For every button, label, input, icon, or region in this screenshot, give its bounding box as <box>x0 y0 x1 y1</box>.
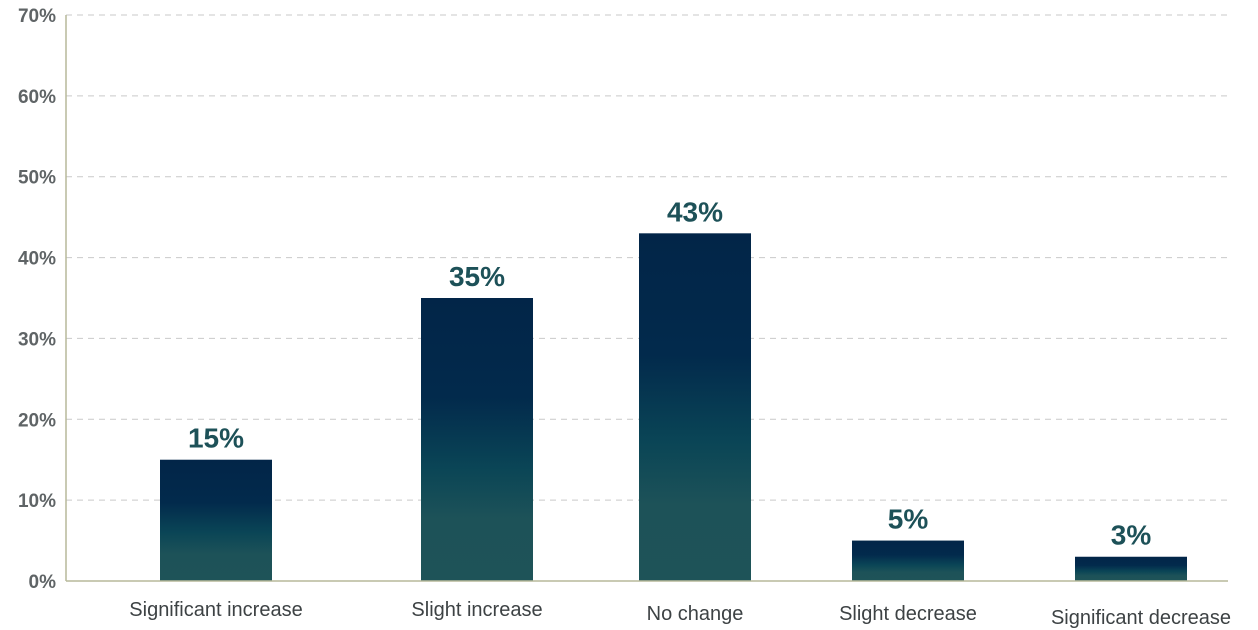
y-tick-label: 60% <box>18 87 56 108</box>
bar-data-label: 5% <box>888 504 929 535</box>
x-tick-label: Slight decrease <box>839 603 977 625</box>
gridlines <box>66 14 1228 501</box>
y-tick-label: 20% <box>18 410 56 431</box>
y-tick-label: 40% <box>18 249 56 270</box>
bar <box>852 540 964 581</box>
bar <box>421 298 533 581</box>
x-tick-label: No change <box>647 603 744 625</box>
x-tick-label: Slight increase <box>411 599 542 621</box>
x-tick-label: Significant increase <box>129 599 302 621</box>
y-tick-label: 30% <box>18 329 56 350</box>
bar-data-label: 35% <box>449 261 505 292</box>
bar-data-label: 15% <box>188 423 244 454</box>
bar <box>639 233 751 582</box>
bar <box>160 459 272 581</box>
x-tick-label: Significant decrease <box>1051 607 1231 629</box>
y-tick-label: 70% <box>18 6 56 27</box>
bars <box>160 233 1187 582</box>
y-tick-label: 10% <box>18 491 56 512</box>
bar-data-label: 43% <box>667 196 723 227</box>
data-labels: 15% 35% 43% 5% 3% <box>188 196 1151 550</box>
bar <box>1075 556 1187 581</box>
y-tick-label: 50% <box>18 168 56 189</box>
y-tick-label: 0% <box>29 572 57 593</box>
bar-data-label: 3% <box>1111 520 1152 551</box>
x-axis-ticks: Significant increase Slight increase No ch… <box>129 599 1231 629</box>
y-axis-ticks: 0% 10% 20% 30% 40% 50% 60% 70% <box>18 6 56 593</box>
